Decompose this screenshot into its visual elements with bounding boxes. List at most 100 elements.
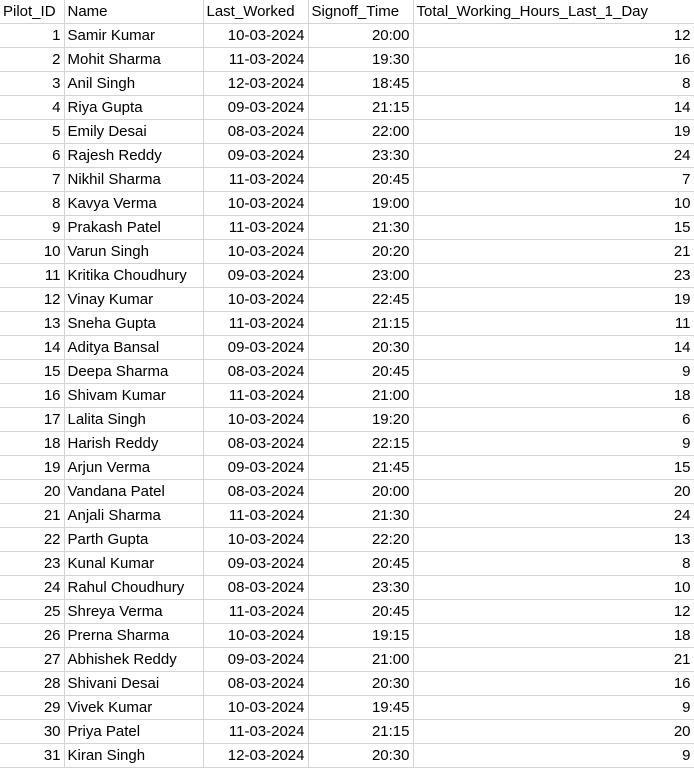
cell-signoff-time[interactable]: 23:00 xyxy=(308,263,414,288)
cell-pilot-id[interactable]: 12 xyxy=(0,287,65,312)
cell-name[interactable]: Kiran Singh xyxy=(64,743,204,768)
cell-total-hours[interactable]: 16 xyxy=(413,671,694,696)
cell-last-worked[interactable]: 09-03-2024 xyxy=(203,95,309,120)
cell-name[interactable]: Priya Patel xyxy=(64,719,204,744)
cell-total-hours[interactable]: 13 xyxy=(413,527,694,552)
cell-pilot-id[interactable]: 31 xyxy=(0,743,65,768)
cell-signoff-time[interactable]: 22:45 xyxy=(308,287,414,312)
cell-name[interactable]: Anil Singh xyxy=(64,71,204,96)
cell-name[interactable]: Lalita Singh xyxy=(64,407,204,432)
cell-total-hours[interactable]: 21 xyxy=(413,239,694,264)
cell-signoff-time[interactable]: 20:30 xyxy=(308,671,414,696)
cell-pilot-id[interactable]: 25 xyxy=(0,599,65,624)
cell-name[interactable]: Riya Gupta xyxy=(64,95,204,120)
cell-total-hours[interactable]: 9 xyxy=(413,743,694,768)
cell-name[interactable]: Vivek Kumar xyxy=(64,695,204,720)
cell-last-worked[interactable]: 09-03-2024 xyxy=(203,143,309,168)
cell-signoff-time[interactable]: 22:20 xyxy=(308,527,414,552)
cell-name[interactable]: Shreya Verma xyxy=(64,599,204,624)
cell-name[interactable]: Samir Kumar xyxy=(64,23,204,48)
cell-last-worked[interactable]: 09-03-2024 xyxy=(203,335,309,360)
cell-last-worked[interactable]: 11-03-2024 xyxy=(203,383,309,408)
cell-last-worked[interactable]: 12-03-2024 xyxy=(203,71,309,96)
cell-pilot-id[interactable]: 28 xyxy=(0,671,65,696)
cell-last-worked[interactable]: 09-03-2024 xyxy=(203,263,309,288)
cell-signoff-time[interactable]: 21:45 xyxy=(308,455,414,480)
cell-signoff-time[interactable]: 21:15 xyxy=(308,311,414,336)
header-signoff-time[interactable]: Signoff_Time xyxy=(308,0,414,24)
cell-pilot-id[interactable]: 19 xyxy=(0,455,65,480)
cell-pilot-id[interactable]: 8 xyxy=(0,191,65,216)
header-pilot-id[interactable]: Pilot_ID xyxy=(0,0,65,24)
cell-total-hours[interactable]: 9 xyxy=(413,695,694,720)
cell-signoff-time[interactable]: 23:30 xyxy=(308,575,414,600)
cell-last-worked[interactable]: 10-03-2024 xyxy=(203,623,309,648)
cell-total-hours[interactable]: 8 xyxy=(413,71,694,96)
cell-last-worked[interactable]: 10-03-2024 xyxy=(203,407,309,432)
cell-name[interactable]: Rajesh Reddy xyxy=(64,143,204,168)
cell-last-worked[interactable]: 08-03-2024 xyxy=(203,359,309,384)
cell-pilot-id[interactable]: 26 xyxy=(0,623,65,648)
cell-name[interactable]: Aditya Bansal xyxy=(64,335,204,360)
cell-pilot-id[interactable]: 13 xyxy=(0,311,65,336)
header-last-worked[interactable]: Last_Worked xyxy=(203,0,309,24)
cell-signoff-time[interactable]: 19:15 xyxy=(308,623,414,648)
cell-total-hours[interactable]: 16 xyxy=(413,47,694,72)
cell-last-worked[interactable]: 08-03-2024 xyxy=(203,671,309,696)
cell-pilot-id[interactable]: 17 xyxy=(0,407,65,432)
cell-total-hours[interactable]: 18 xyxy=(413,623,694,648)
cell-pilot-id[interactable]: 11 xyxy=(0,263,65,288)
cell-pilot-id[interactable]: 14 xyxy=(0,335,65,360)
cell-last-worked[interactable]: 08-03-2024 xyxy=(203,479,309,504)
cell-pilot-id[interactable]: 29 xyxy=(0,695,65,720)
cell-total-hours[interactable]: 15 xyxy=(413,215,694,240)
cell-name[interactable]: Vandana Patel xyxy=(64,479,204,504)
cell-signoff-time[interactable]: 19:20 xyxy=(308,407,414,432)
cell-signoff-time[interactable]: 20:45 xyxy=(308,167,414,192)
cell-total-hours[interactable]: 9 xyxy=(413,431,694,456)
cell-total-hours[interactable]: 6 xyxy=(413,407,694,432)
cell-pilot-id[interactable]: 3 xyxy=(0,71,65,96)
cell-last-worked[interactable]: 11-03-2024 xyxy=(203,719,309,744)
cell-name[interactable]: Shivani Desai xyxy=(64,671,204,696)
cell-signoff-time[interactable]: 19:30 xyxy=(308,47,414,72)
cell-pilot-id[interactable]: 18 xyxy=(0,431,65,456)
cell-name[interactable]: Vinay Kumar xyxy=(64,287,204,312)
cell-total-hours[interactable]: 24 xyxy=(413,503,694,528)
cell-pilot-id[interactable]: 21 xyxy=(0,503,65,528)
cell-pilot-id[interactable]: 6 xyxy=(0,143,65,168)
cell-last-worked[interactable]: 10-03-2024 xyxy=(203,191,309,216)
cell-pilot-id[interactable]: 30 xyxy=(0,719,65,744)
cell-pilot-id[interactable]: 2 xyxy=(0,47,65,72)
cell-pilot-id[interactable]: 10 xyxy=(0,239,65,264)
cell-total-hours[interactable]: 14 xyxy=(413,95,694,120)
cell-last-worked[interactable]: 10-03-2024 xyxy=(203,287,309,312)
cell-last-worked[interactable]: 09-03-2024 xyxy=(203,455,309,480)
cell-signoff-time[interactable]: 19:45 xyxy=(308,695,414,720)
cell-total-hours[interactable]: 7 xyxy=(413,167,694,192)
cell-total-hours[interactable]: 12 xyxy=(413,599,694,624)
cell-name[interactable]: Varun Singh xyxy=(64,239,204,264)
cell-signoff-time[interactable]: 20:20 xyxy=(308,239,414,264)
cell-signoff-time[interactable]: 20:00 xyxy=(308,23,414,48)
cell-name[interactable]: Rahul Choudhury xyxy=(64,575,204,600)
cell-name[interactable]: Nikhil Sharma xyxy=(64,167,204,192)
cell-last-worked[interactable]: 10-03-2024 xyxy=(203,695,309,720)
cell-last-worked[interactable]: 10-03-2024 xyxy=(203,527,309,552)
cell-signoff-time[interactable]: 23:30 xyxy=(308,143,414,168)
cell-last-worked[interactable]: 08-03-2024 xyxy=(203,431,309,456)
cell-pilot-id[interactable]: 16 xyxy=(0,383,65,408)
cell-total-hours[interactable]: 18 xyxy=(413,383,694,408)
cell-pilot-id[interactable]: 22 xyxy=(0,527,65,552)
header-name[interactable]: Name xyxy=(64,0,204,24)
cell-last-worked[interactable]: 12-03-2024 xyxy=(203,743,309,768)
cell-pilot-id[interactable]: 9 xyxy=(0,215,65,240)
cell-total-hours[interactable]: 19 xyxy=(413,119,694,144)
cell-total-hours[interactable]: 23 xyxy=(413,263,694,288)
header-total-hours[interactable]: Total_Working_Hours_Last_1_Day xyxy=(413,0,694,24)
cell-pilot-id[interactable]: 4 xyxy=(0,95,65,120)
cell-total-hours[interactable]: 14 xyxy=(413,335,694,360)
cell-name[interactable]: Kunal Kumar xyxy=(64,551,204,576)
cell-signoff-time[interactable]: 18:45 xyxy=(308,71,414,96)
cell-signoff-time[interactable]: 20:30 xyxy=(308,743,414,768)
